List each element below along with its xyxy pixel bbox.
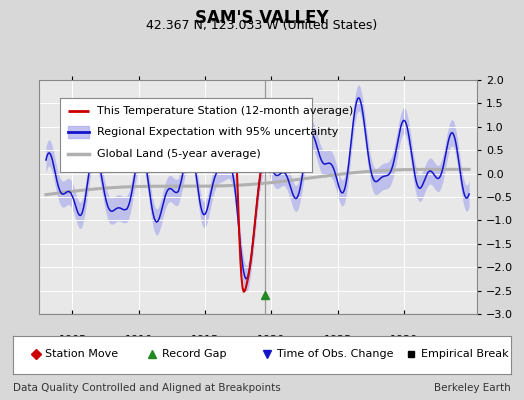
Text: Regional Expectation with 95% uncertainty: Regional Expectation with 95% uncertaint… <box>97 127 338 137</box>
Text: Record Gap: Record Gap <box>162 349 227 359</box>
Text: This Temperature Station (12-month average): This Temperature Station (12-month avera… <box>97 106 353 116</box>
Text: SAM'S VALLEY: SAM'S VALLEY <box>195 9 329 27</box>
Text: Global Land (5-year average): Global Land (5-year average) <box>97 148 260 158</box>
Text: Berkeley Earth: Berkeley Earth <box>434 383 511 393</box>
Text: Time of Obs. Change: Time of Obs. Change <box>277 349 394 359</box>
Text: Data Quality Controlled and Aligned at Breakpoints: Data Quality Controlled and Aligned at B… <box>13 383 281 393</box>
Text: Empirical Break: Empirical Break <box>421 349 509 359</box>
Text: 42.367 N, 123.033 W (United States): 42.367 N, 123.033 W (United States) <box>146 19 378 32</box>
Text: Station Move: Station Move <box>46 349 118 359</box>
